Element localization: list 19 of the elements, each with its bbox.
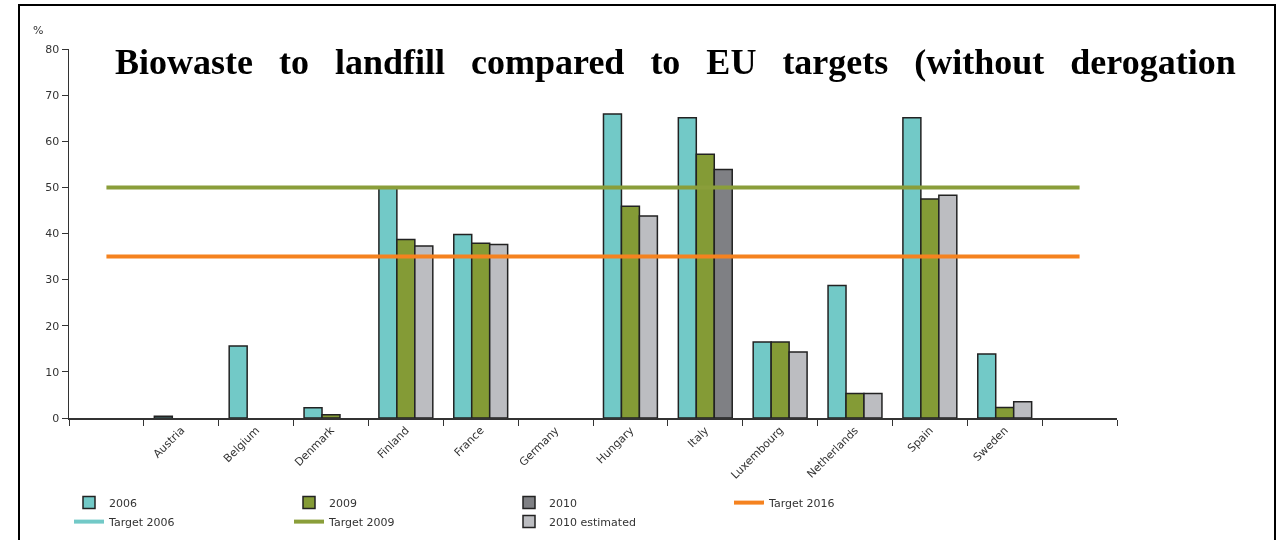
bar: [228, 345, 248, 418]
legend-label: Target 2016: [768, 496, 835, 510]
y-tick-label: 50: [45, 181, 60, 195]
legend-label: Target 2009: [328, 515, 395, 529]
legend-label: Target 2006: [108, 515, 175, 529]
legend-label: 2010: [549, 496, 577, 510]
y-axis-title: %: [33, 24, 44, 37]
legend-label: 2006: [109, 496, 137, 510]
y-tick-label: 40: [45, 227, 60, 241]
y-tick-label: 0: [52, 411, 60, 425]
y-tick-label: 70: [45, 88, 60, 102]
y-tick-label: 10: [45, 365, 60, 379]
legend-label: 2010 estimated: [549, 515, 636, 529]
y-tick-label: 80: [45, 42, 60, 56]
y-tick-label: 20: [45, 319, 60, 333]
chart-title: Biowaste to landfill compared to EU targets (without derogation: [115, 41, 1236, 82]
legend-label: 2009: [329, 496, 357, 510]
y-tick-label: 30: [45, 273, 60, 287]
y-tick-label: 60: [45, 135, 60, 149]
